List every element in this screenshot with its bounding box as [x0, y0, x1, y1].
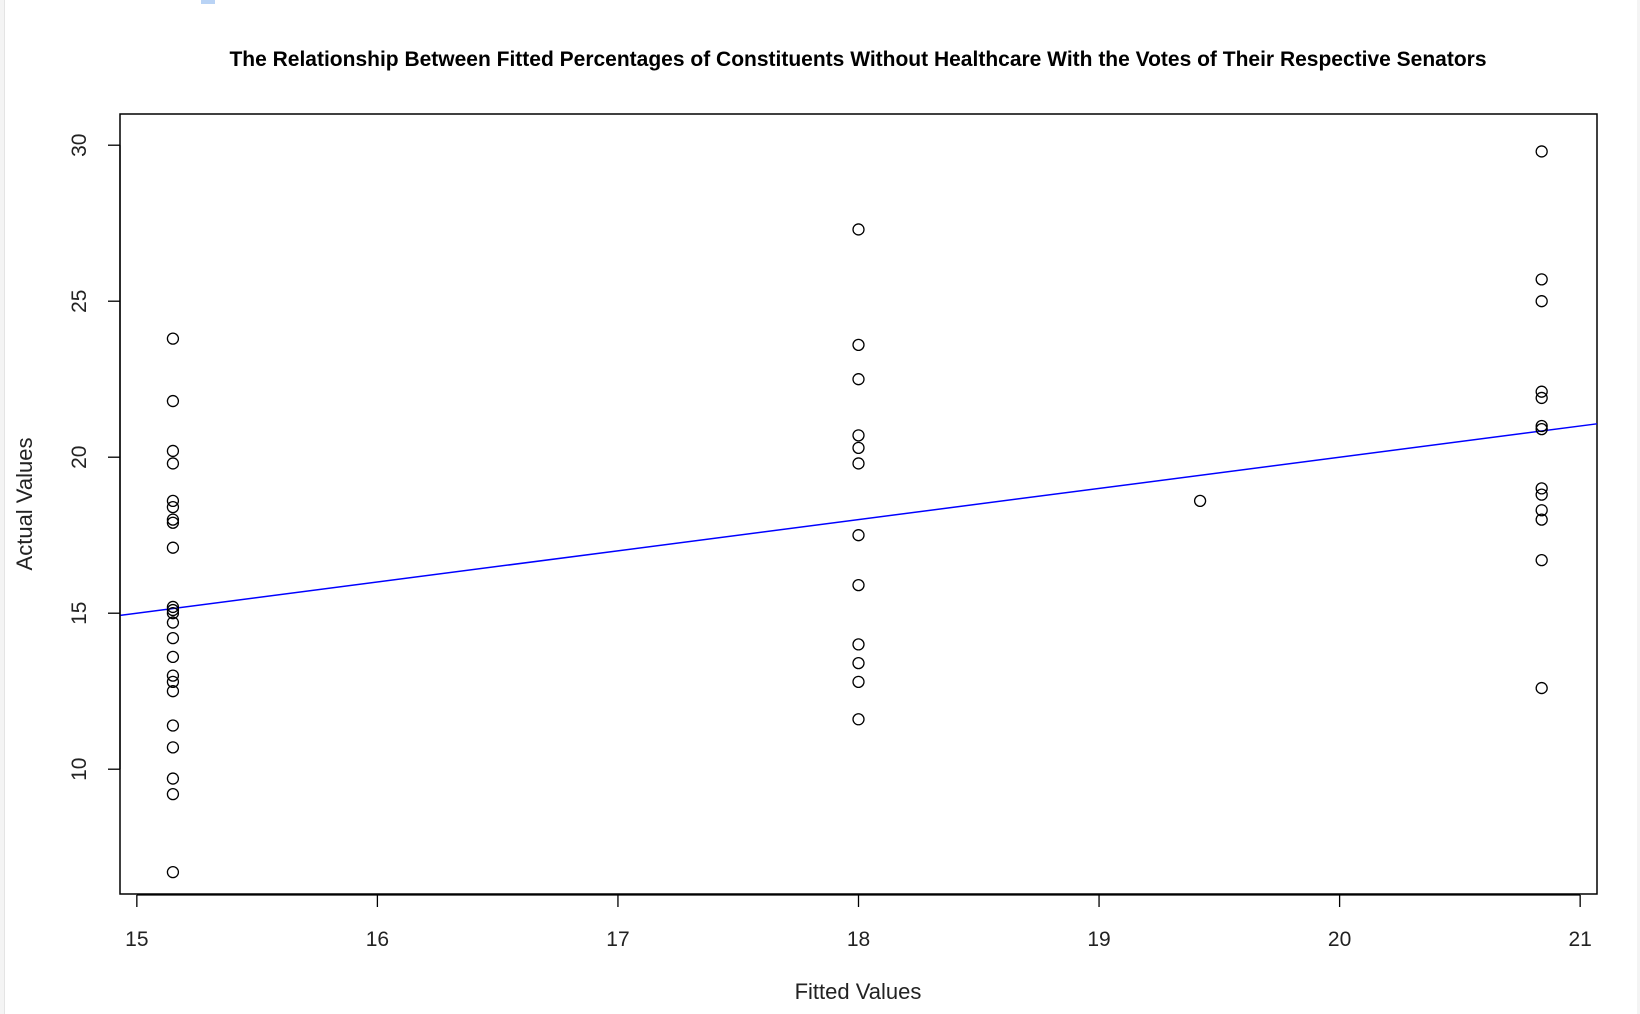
data-point	[852, 638, 865, 651]
data-point	[852, 429, 865, 442]
data-point	[166, 603, 180, 617]
data-point	[852, 441, 865, 454]
data-point	[1535, 504, 1548, 517]
data-points-layer	[166, 145, 1548, 879]
data-point	[1535, 488, 1548, 501]
chart-title: The Relationship Between Fitted Percenta…	[229, 48, 1486, 71]
data-point	[852, 578, 865, 592]
data-point	[166, 457, 180, 470]
y-axis: 10 15 20 25 30	[68, 134, 121, 781]
data-point	[1535, 513, 1548, 526]
data-point	[166, 494, 180, 508]
y-tick-label: 25	[68, 290, 91, 313]
data-point	[852, 656, 865, 670]
data-point	[852, 373, 865, 386]
data-point	[166, 444, 180, 458]
y-tick-label: 30	[68, 134, 91, 157]
data-point	[1535, 273, 1548, 286]
data-point	[1193, 494, 1207, 508]
data-point	[166, 650, 180, 664]
x-axis: 15 16 17 18 19 20 21	[125, 894, 1592, 951]
data-point	[166, 394, 180, 408]
data-point	[852, 529, 865, 542]
data-point	[1535, 482, 1548, 495]
x-tick-label: 19	[1087, 928, 1110, 951]
data-point	[852, 713, 865, 726]
data-point	[166, 632, 180, 645]
data-point	[166, 616, 180, 629]
data-point	[1535, 681, 1548, 695]
data-point	[166, 788, 180, 801]
data-point	[166, 513, 180, 526]
y-tick-label: 10	[68, 758, 91, 781]
data-point	[166, 866, 180, 879]
data-point	[166, 500, 180, 514]
y-axis-label: Actual Values	[12, 438, 37, 571]
data-point	[852, 223, 865, 236]
data-point	[1535, 419, 1548, 433]
data-point	[166, 741, 180, 754]
data-point	[166, 685, 180, 698]
x-tick-label: 21	[1568, 928, 1591, 951]
plot-window	[4, 0, 1637, 1014]
data-point	[852, 675, 865, 688]
data-point	[1535, 422, 1548, 436]
plot-area-border	[119, 113, 1598, 895]
data-point	[166, 675, 180, 688]
data-point	[166, 332, 180, 345]
data-point	[166, 669, 180, 682]
data-point	[1535, 145, 1548, 158]
data-point	[1535, 385, 1548, 398]
data-point	[166, 719, 180, 732]
selection-marker	[201, 0, 215, 4]
y-tick-label: 15	[68, 602, 91, 625]
reference-line-layer	[119, 423, 1598, 617]
x-tick-label: 16	[366, 928, 389, 951]
x-tick-label: 15	[125, 928, 148, 951]
data-point	[166, 772, 180, 785]
data-point	[166, 600, 180, 614]
x-tick-label: 17	[606, 928, 629, 951]
data-point	[852, 338, 865, 352]
data-point	[1535, 391, 1548, 405]
data-point	[166, 516, 180, 529]
x-axis-label: Fitted Values	[795, 979, 922, 1004]
x-tick-label: 18	[847, 928, 870, 951]
data-point	[852, 457, 865, 470]
data-point	[166, 607, 180, 620]
y-tick-label: 20	[68, 446, 91, 469]
data-point	[1535, 295, 1548, 308]
data-point	[166, 541, 180, 554]
fit-line	[119, 423, 1598, 617]
data-point	[1535, 554, 1548, 567]
x-tick-label: 20	[1328, 928, 1351, 951]
